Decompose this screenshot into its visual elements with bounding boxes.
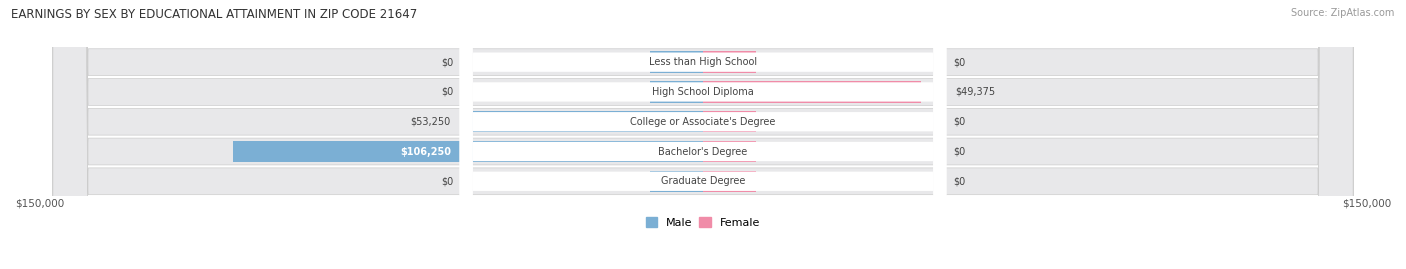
Text: $53,250: $53,250 [411, 117, 451, 127]
Bar [703, 171, 756, 192]
Text: $0: $0 [441, 57, 453, 67]
Bar [233, 141, 703, 162]
Text: Source: ZipAtlas.com: Source: ZipAtlas.com [1291, 8, 1395, 18]
Text: $0: $0 [441, 87, 453, 97]
Text: Bachelor's Degree: Bachelor's Degree [658, 147, 748, 157]
FancyBboxPatch shape [460, 0, 946, 269]
FancyBboxPatch shape [53, 0, 1353, 269]
Text: EARNINGS BY SEX BY EDUCATIONAL ATTAINMENT IN ZIP CODE 21647: EARNINGS BY SEX BY EDUCATIONAL ATTAINMEN… [11, 8, 418, 21]
Bar [650, 81, 703, 103]
Text: $106,250: $106,250 [399, 147, 451, 157]
Text: $0: $0 [953, 57, 965, 67]
FancyBboxPatch shape [460, 0, 946, 269]
Bar [703, 51, 756, 73]
Text: $0: $0 [953, 117, 965, 127]
Text: College or Associate's Degree: College or Associate's Degree [630, 117, 776, 127]
Bar [468, 111, 703, 132]
Legend: Male, Female: Male, Female [641, 213, 765, 232]
FancyBboxPatch shape [53, 0, 1353, 269]
Text: $0: $0 [953, 147, 965, 157]
Text: $0: $0 [953, 176, 965, 186]
Text: $49,375: $49,375 [955, 87, 995, 97]
FancyBboxPatch shape [53, 0, 1353, 269]
FancyBboxPatch shape [460, 0, 946, 269]
Text: $0: $0 [441, 176, 453, 186]
Text: Less than High School: Less than High School [650, 57, 756, 67]
Text: Graduate Degree: Graduate Degree [661, 176, 745, 186]
FancyBboxPatch shape [460, 0, 946, 269]
Bar [703, 111, 756, 132]
Bar [703, 141, 756, 162]
Bar [650, 171, 703, 192]
FancyBboxPatch shape [460, 0, 946, 269]
Bar [703, 81, 921, 103]
Text: High School Diploma: High School Diploma [652, 87, 754, 97]
Bar [650, 51, 703, 73]
FancyBboxPatch shape [53, 0, 1353, 269]
FancyBboxPatch shape [53, 0, 1353, 269]
